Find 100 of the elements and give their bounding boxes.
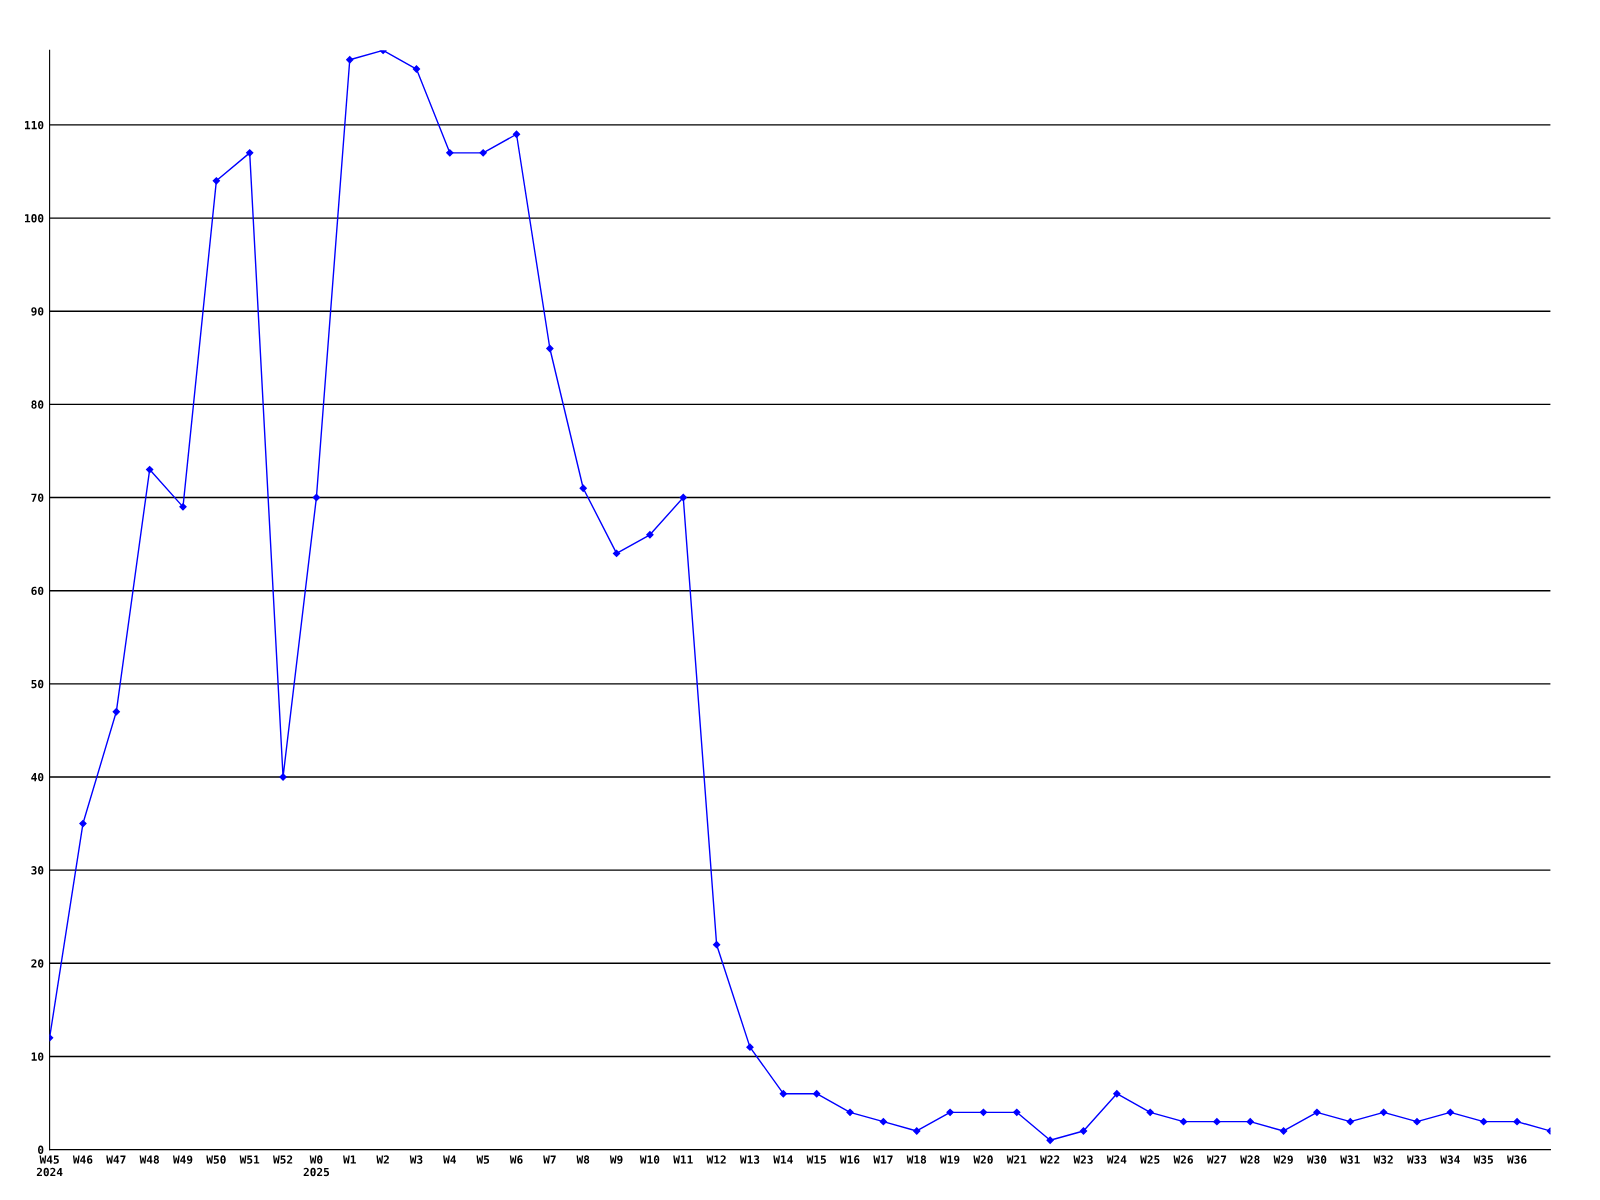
point [1279, 1127, 1288, 1135]
point [146, 465, 154, 474]
x-tick-label: W24 [1106, 1155, 1127, 1164]
point [479, 149, 487, 157]
y-tick-label: 20 [31, 959, 44, 968]
y-tick-label: 110 [25, 120, 44, 130]
y-tick-label: 0 [38, 1145, 44, 1154]
x-tick-label: W46 [72, 1155, 93, 1164]
point [746, 1043, 754, 1051]
y-tick-label: 30 [31, 866, 44, 875]
point [579, 484, 587, 492]
point [946, 1108, 954, 1116]
point [179, 503, 187, 511]
x-tick-label: W2 [376, 1155, 389, 1164]
y-tick-label: 40 [31, 772, 44, 782]
point [646, 531, 654, 539]
point [913, 1127, 921, 1135]
x-tick-label: W31 [1340, 1155, 1360, 1164]
x-tick-label: W51 [239, 1155, 260, 1164]
point [1213, 1118, 1221, 1126]
x-tick-label: W17 [873, 1155, 893, 1164]
point [246, 149, 254, 157]
point [1046, 1136, 1054, 1144]
point [546, 344, 554, 353]
x-tick-label: W34 [1440, 1155, 1460, 1164]
x-tick-label: W1 [343, 1155, 356, 1164]
point [1346, 1118, 1354, 1126]
x-tick-label: W26 [1173, 1155, 1193, 1164]
point [212, 177, 220, 185]
x-tick-label: W10 [639, 1155, 660, 1164]
point [846, 1108, 854, 1116]
point [112, 708, 120, 716]
y-tick-label: 90 [31, 307, 44, 316]
x-tick-label: W5 [476, 1155, 490, 1164]
x-tick-label: W48 [139, 1155, 159, 1164]
point [446, 149, 454, 157]
x-tick-label: W0 2025 [303, 1155, 330, 1177]
x-tick-label: W23 [1073, 1155, 1093, 1164]
x-tick-label: W14 [773, 1155, 793, 1164]
x-tick-label: W47 [106, 1155, 126, 1164]
y-tick-label: 10 [31, 1052, 44, 1061]
x-tick-label: W16 [839, 1155, 860, 1164]
x-tick-label: W3 [409, 1155, 423, 1164]
x-tick-label: W8 [576, 1155, 590, 1164]
point [1446, 1108, 1454, 1116]
point [979, 1108, 988, 1116]
point [412, 65, 421, 73]
x-tick-label: W33 [1406, 1155, 1427, 1164]
x-tick-label: W15 [806, 1155, 826, 1164]
x-tick-label: W36 [1507, 1155, 1527, 1164]
point [1380, 1108, 1388, 1116]
x-tick-label: W45 2024 [36, 1155, 63, 1177]
x-tick-label: W4 [443, 1155, 456, 1164]
point [1179, 1118, 1188, 1126]
point [779, 1090, 787, 1098]
x-tick-label: W12 [706, 1155, 726, 1164]
y-tick-label: 100 [25, 214, 44, 223]
x-tick-label: W32 [1373, 1155, 1393, 1164]
x-tick-label: W28 [1240, 1155, 1260, 1164]
x-tick-label: W27 [1206, 1155, 1227, 1164]
point [813, 1090, 821, 1098]
point [1079, 1127, 1088, 1135]
x-tick-label: W19 [940, 1155, 960, 1164]
x-tick-label: W30 [1306, 1155, 1327, 1164]
x-tick-label: W6 [509, 1155, 523, 1164]
point [1513, 1118, 1521, 1126]
point [1146, 1108, 1154, 1116]
point [712, 941, 721, 949]
x-tick-label: W18 [906, 1155, 927, 1164]
point [1013, 1108, 1021, 1116]
x-tick-label: W35 [1473, 1155, 1493, 1164]
x-tick-label: W11 [673, 1155, 693, 1164]
x-tick-label: W52 [273, 1155, 293, 1164]
point [1246, 1118, 1254, 1126]
x-tick-label: W49 [172, 1155, 193, 1164]
point [79, 819, 87, 828]
y-tick-label: 70 [31, 493, 44, 502]
point [679, 493, 687, 502]
x-tick-label: W22 [1040, 1155, 1060, 1164]
point [512, 130, 521, 138]
point [1480, 1118, 1488, 1126]
x-tick-label: W25 [1140, 1155, 1160, 1164]
x-tick-label: W21 [1006, 1155, 1027, 1164]
point [1313, 1108, 1321, 1116]
x-tick-label: W20 [973, 1155, 993, 1164]
point [312, 493, 321, 502]
y-tick-label: 60 [31, 586, 44, 596]
x-tick-label: W13 [739, 1155, 760, 1164]
point [346, 56, 354, 64]
point [1413, 1118, 1421, 1126]
point [612, 549, 621, 558]
y-tick-label: 50 [31, 679, 44, 689]
x-tick-label: W7 [543, 1155, 556, 1164]
x-tick-label: W9 [609, 1155, 623, 1164]
y-tick-label: 80 [31, 400, 44, 409]
x-tick-label: W50 [206, 1155, 226, 1164]
x-tick-label: W29 [1273, 1155, 1293, 1164]
point [879, 1118, 888, 1126]
point [279, 773, 287, 781]
point [1113, 1090, 1121, 1098]
